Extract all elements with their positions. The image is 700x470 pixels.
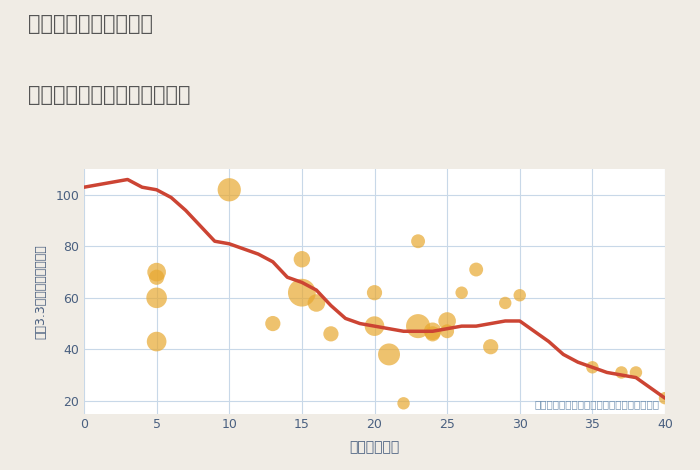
Point bbox=[500, 299, 511, 307]
Y-axis label: 平（3.3㎡）単価（万円）: 平（3.3㎡）単価（万円） bbox=[34, 244, 47, 339]
Point bbox=[587, 363, 598, 371]
Point bbox=[412, 322, 423, 330]
Point bbox=[616, 368, 627, 376]
Text: 円の大きさは、取引のあった物件面積を示す: 円の大きさは、取引のあった物件面積を示す bbox=[534, 399, 659, 409]
Point bbox=[151, 294, 162, 302]
Point bbox=[296, 256, 307, 263]
Point bbox=[151, 268, 162, 276]
Point bbox=[442, 328, 453, 335]
Point bbox=[485, 343, 496, 351]
Point bbox=[427, 328, 438, 335]
Point bbox=[442, 317, 453, 325]
Point bbox=[151, 274, 162, 281]
Point bbox=[456, 289, 468, 297]
X-axis label: 築年数（年）: 築年数（年） bbox=[349, 440, 400, 454]
Point bbox=[326, 330, 337, 337]
Point bbox=[311, 299, 322, 307]
Point bbox=[296, 289, 307, 297]
Point bbox=[659, 394, 671, 402]
Point bbox=[514, 291, 525, 299]
Point bbox=[631, 368, 642, 376]
Text: 三重県四日市市十志町: 三重県四日市市十志町 bbox=[28, 14, 153, 34]
Point bbox=[470, 266, 482, 273]
Point bbox=[369, 322, 380, 330]
Point bbox=[384, 351, 395, 358]
Point bbox=[224, 186, 235, 194]
Point bbox=[267, 320, 279, 327]
Point bbox=[398, 400, 409, 407]
Point bbox=[412, 237, 423, 245]
Point bbox=[369, 289, 380, 297]
Point bbox=[151, 338, 162, 345]
Point bbox=[427, 330, 438, 337]
Text: 築年数別中古マンション価格: 築年数別中古マンション価格 bbox=[28, 85, 190, 105]
